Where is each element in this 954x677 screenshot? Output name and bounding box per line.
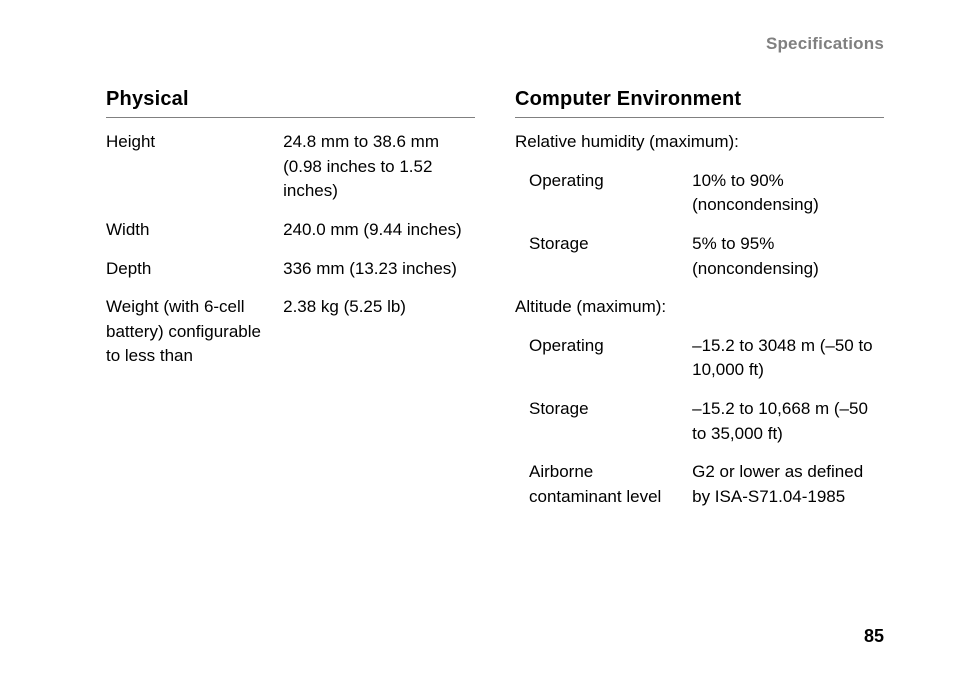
content-columns: Physical Height 24.8 mm to 38.6 mm (0.98… bbox=[106, 88, 884, 524]
spec-row: Storage –15.2 to 10,668 m (–50 to 35,000… bbox=[515, 397, 884, 446]
spec-value: G2 or lower as defined by ISA-S71.04-198… bbox=[692, 460, 884, 509]
section-title-physical: Physical bbox=[106, 88, 475, 118]
spec-row: Operating 10% to 90% (noncondensing) bbox=[515, 169, 884, 218]
spec-value: 240.0 mm (9.44 inches) bbox=[283, 218, 475, 243]
group-header: Relative humidity (maximum): bbox=[515, 130, 884, 155]
spec-label: Airborne contaminant level bbox=[515, 460, 692, 509]
spec-row: Height 24.8 mm to 38.6 mm (0.98 inches t… bbox=[106, 130, 475, 204]
spec-value: 24.8 mm to 38.6 mm (0.98 inches to 1.52 … bbox=[283, 130, 475, 204]
spec-value: 336 mm (13.23 inches) bbox=[283, 257, 475, 282]
spec-label: Operating bbox=[515, 169, 692, 218]
spec-value: 2.38 kg (5.25 lb) bbox=[283, 295, 475, 369]
group-rows: Operating –15.2 to 3048 m (–50 to 10,000… bbox=[515, 334, 884, 510]
left-column: Physical Height 24.8 mm to 38.6 mm (0.98… bbox=[106, 88, 475, 524]
spec-value: 10% to 90% (noncondensing) bbox=[692, 169, 884, 218]
spec-value: 5% to 95% (noncondensing) bbox=[692, 232, 884, 281]
spec-label: Storage bbox=[515, 397, 692, 446]
spec-label: Height bbox=[106, 130, 283, 204]
spec-row: Airborne contaminant level G2 or lower a… bbox=[515, 460, 884, 509]
spec-label: Weight (with 6-cell battery) configurabl… bbox=[106, 295, 283, 369]
spec-label: Storage bbox=[515, 232, 692, 281]
spec-row: Storage 5% to 95% (noncondensing) bbox=[515, 232, 884, 281]
spec-row: Width 240.0 mm (9.44 inches) bbox=[106, 218, 475, 243]
right-column: Computer Environment Relative humidity (… bbox=[515, 88, 884, 524]
spec-label: Width bbox=[106, 218, 283, 243]
spec-value: –15.2 to 3048 m (–50 to 10,000 ft) bbox=[692, 334, 884, 383]
header-label: Specifications bbox=[106, 34, 884, 54]
group-rows: Operating 10% to 90% (noncondensing) Sto… bbox=[515, 169, 884, 282]
spec-row: Operating –15.2 to 3048 m (–50 to 10,000… bbox=[515, 334, 884, 383]
spec-label: Depth bbox=[106, 257, 283, 282]
spec-label: Operating bbox=[515, 334, 692, 383]
spec-value: –15.2 to 10,668 m (–50 to 35,000 ft) bbox=[692, 397, 884, 446]
page-number: 85 bbox=[864, 626, 884, 647]
section-title-environment: Computer Environment bbox=[515, 88, 884, 118]
spec-row: Depth 336 mm (13.23 inches) bbox=[106, 257, 475, 282]
spec-row: Weight (with 6-cell battery) configurabl… bbox=[106, 295, 475, 369]
group-header: Altitude (maximum): bbox=[515, 295, 884, 320]
